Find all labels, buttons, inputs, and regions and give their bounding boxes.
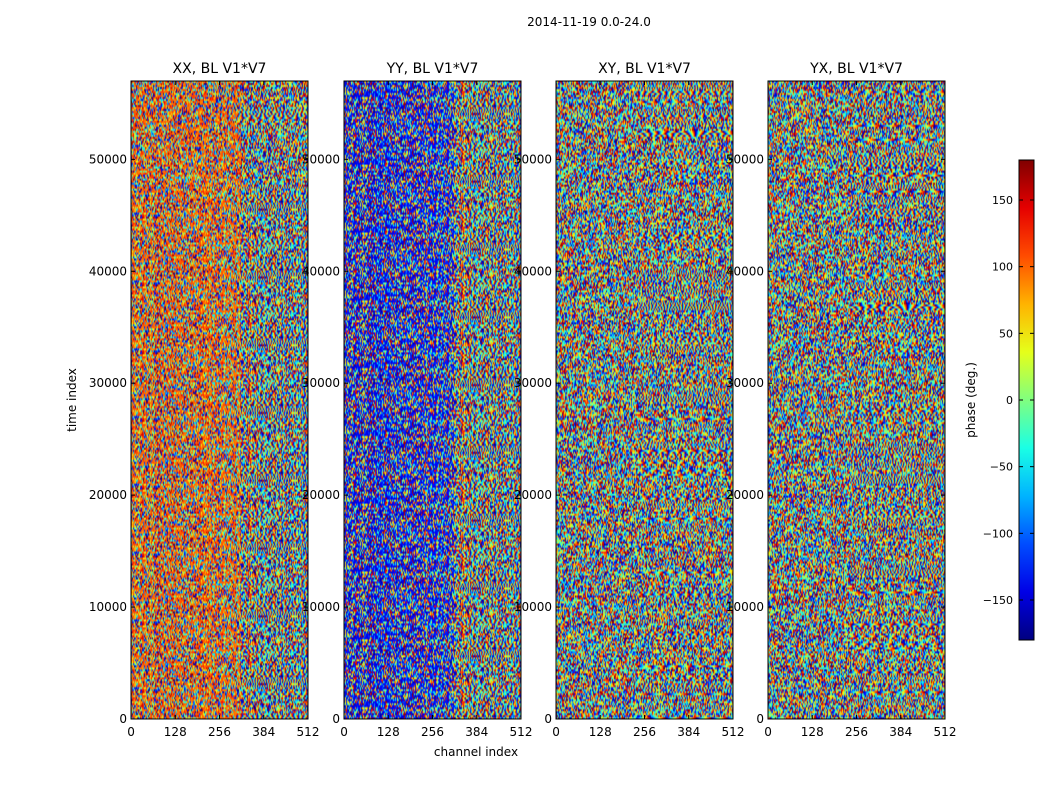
- colorbar: −150 −100 −50 0 50 100 150 phase (deg.): [964, 159, 1035, 641]
- x-tick-label: 256: [208, 725, 231, 739]
- panel-yx: YX, BL V1*V7 0 128 256 384 512 0 10000 20000 3000…: [726, 61, 957, 739]
- x-tick-label: 512: [297, 725, 320, 739]
- y-tick-label: 20000: [514, 488, 552, 502]
- x-tick-label: 256: [845, 725, 868, 739]
- colorbar-tick-label: −150: [983, 594, 1013, 607]
- y-tick-label: 10000: [89, 600, 127, 614]
- x-tick-label: 384: [677, 725, 700, 739]
- colorbar-label: phase (deg.): [964, 362, 978, 438]
- y-tick-label: 40000: [726, 264, 764, 278]
- panel-yy: YY, BL V1*V7 0 128 256 384 512 0 10000 20000 3000…: [302, 61, 533, 739]
- y-tick-label: 40000: [89, 264, 127, 278]
- y-tick-label: 50000: [726, 152, 764, 166]
- colorbar-tick-label: 0: [1006, 394, 1013, 407]
- panel-xy: XY, BL V1*V7 0 128 256 384 512 0 10000 20000 3000…: [514, 61, 745, 739]
- y-tick-label: 10000: [302, 600, 340, 614]
- y-axis-label: time index: [65, 368, 79, 432]
- x-tick-label: 128: [377, 725, 400, 739]
- y-tick-label: 10000: [726, 600, 764, 614]
- y-tick-label: 40000: [514, 264, 552, 278]
- x-tick-label: 384: [465, 725, 488, 739]
- phase-heatmap-image: [131, 81, 308, 719]
- y-tick-label: 50000: [514, 152, 552, 166]
- x-tick-label: 0: [127, 725, 135, 739]
- y-tick-label: 20000: [302, 488, 340, 502]
- colorbar-tick-label: 100: [992, 261, 1013, 274]
- panel-title: XX, BL V1*V7: [173, 61, 267, 77]
- phase-heatmap-image: [556, 81, 733, 719]
- x-tick-label: 512: [722, 725, 745, 739]
- panel-title: XY, BL V1*V7: [598, 61, 691, 77]
- x-tick-label: 0: [340, 725, 348, 739]
- y-tick-label: 50000: [89, 152, 127, 166]
- x-axis-label: channel index: [434, 745, 518, 759]
- panels-group: XX, BL V1*V7 0 128 256 384 512 0 10000 20000 3000…: [89, 61, 957, 739]
- y-tick-label: 0: [332, 712, 340, 726]
- y-tick-label: 30000: [726, 376, 764, 390]
- phase-heatmap-image: [768, 81, 945, 719]
- x-tick-label: 512: [510, 725, 533, 739]
- y-tick-label: 20000: [726, 488, 764, 502]
- y-tick-label: 0: [119, 712, 127, 726]
- y-tick-label: 0: [544, 712, 552, 726]
- x-tick-label: 128: [164, 725, 187, 739]
- y-tick-label: 0: [756, 712, 764, 726]
- colorbar-tick-label: 150: [992, 194, 1013, 207]
- y-tick-label: 30000: [514, 376, 552, 390]
- colorbar-tick-label: −50: [990, 461, 1013, 474]
- x-tick-label: 256: [633, 725, 656, 739]
- y-tick-label: 10000: [514, 600, 552, 614]
- y-tick-label: 40000: [302, 264, 340, 278]
- y-tick-label: 30000: [89, 376, 127, 390]
- x-tick-label: 128: [589, 725, 612, 739]
- colorbar-tick-label: 50: [999, 327, 1013, 340]
- y-tick-label: 20000: [89, 488, 127, 502]
- x-tick-label: 384: [889, 725, 912, 739]
- panel-title: YY, BL V1*V7: [386, 61, 479, 77]
- phase-heatmap-image: [344, 81, 521, 719]
- x-tick-label: 256: [421, 725, 444, 739]
- figure-suptitle: 2014-11-19 0.0-24.0: [527, 15, 651, 29]
- x-tick-label: 0: [764, 725, 772, 739]
- x-tick-label: 512: [934, 725, 957, 739]
- panel-xx: XX, BL V1*V7 0 128 256 384 512 0 10000 20000 3000…: [89, 61, 320, 739]
- y-tick-label: 50000: [302, 152, 340, 166]
- x-tick-label: 384: [252, 725, 275, 739]
- x-tick-label: 128: [801, 725, 824, 739]
- colorbar-tick-label: −100: [983, 527, 1013, 540]
- x-tick-label: 0: [552, 725, 560, 739]
- panel-title: YX, BL V1*V7: [809, 61, 903, 77]
- y-tick-label: 30000: [302, 376, 340, 390]
